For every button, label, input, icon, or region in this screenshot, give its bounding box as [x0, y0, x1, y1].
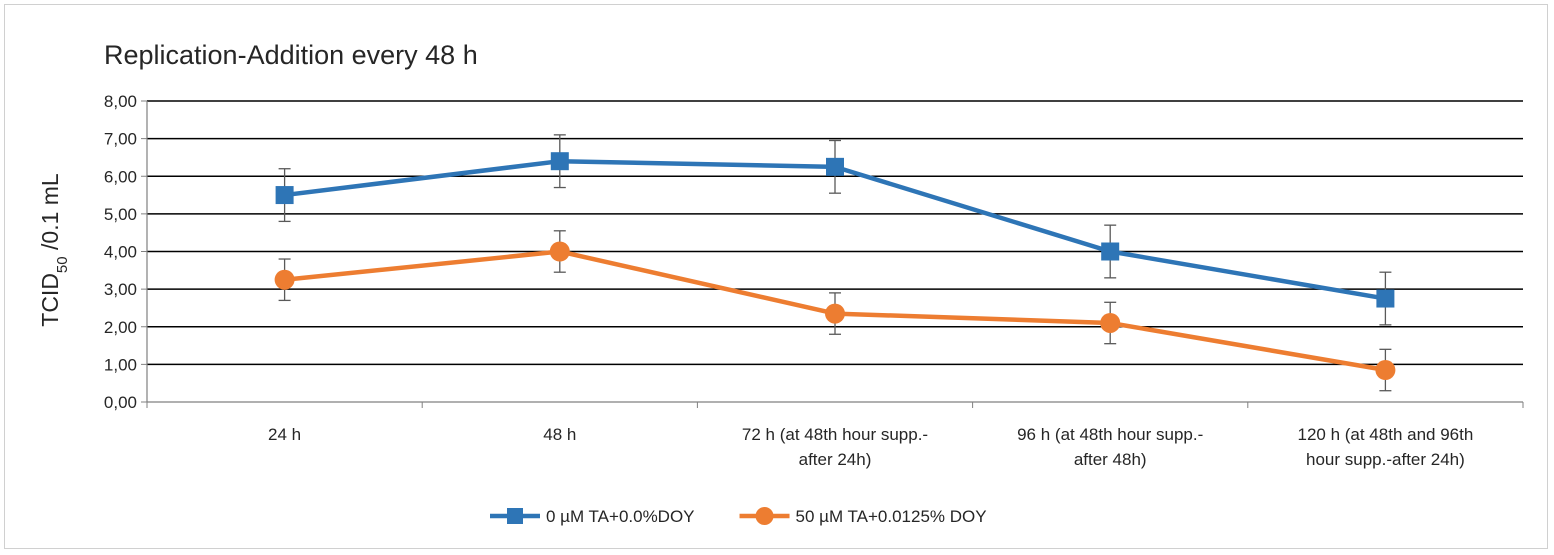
data-point — [1100, 312, 1121, 333]
series-2 — [274, 230, 1396, 392]
data-point — [825, 303, 845, 324]
data-point — [1375, 360, 1396, 381]
x-tick-label: 24 h — [268, 425, 301, 444]
legend-swatch-marker — [755, 507, 774, 525]
y-tick-label: 4,00 — [104, 243, 137, 262]
x-tick-label: 48 h — [543, 425, 576, 444]
x-tick-label: 72 h (at 48th hour supp.-after 24h) — [742, 425, 928, 469]
x-tick-label: 120 h (at 48th and 96th hour supp.-after … — [1297, 425, 1473, 469]
x-tick-label: 96 h (at 48th hour supp.-after 48h) — [1017, 425, 1203, 469]
y-tick-label: 1,00 — [104, 355, 137, 374]
y-tick-label: 6,00 — [104, 167, 137, 186]
series-1 — [275, 134, 1395, 326]
legend-item-1: 0 µM TA+0.0%DOY — [490, 507, 695, 526]
series-group — [274, 134, 1396, 392]
legend-item-2: 50 µM TA+0.0125% DOY — [739, 507, 987, 526]
legend-swatch-marker — [507, 508, 523, 524]
y-tick-label: 3,00 — [104, 280, 137, 299]
legend: 0 µM TA+0.0%DOY 50 µM TA+0.0125% DOY — [490, 507, 987, 526]
chart-frame — [4, 4, 1548, 549]
legend-label: 50 µM TA+0.0125% DOY — [796, 507, 987, 526]
y-tick-label: 0,00 — [104, 393, 137, 412]
x-tick-labels: 24 h 48 h 72 h (at 48th hour supp.-after 2… — [268, 425, 1473, 469]
y-tick-label: 7,00 — [104, 130, 137, 149]
y-tick-label: 5,00 — [104, 205, 137, 224]
chart-title: Replication-Addition every 48 h — [104, 40, 478, 70]
legend-label: 0 µM TA+0.0%DOY — [546, 507, 695, 526]
data-point — [549, 241, 570, 262]
y-tick-label: 2,00 — [104, 318, 137, 337]
data-point — [1101, 242, 1120, 261]
data-point — [826, 157, 844, 176]
gridlines — [141, 100, 1524, 408]
y-tick-label: 8,00 — [104, 92, 137, 111]
data-point — [274, 269, 295, 290]
data-point — [275, 186, 294, 205]
data-point — [1376, 289, 1395, 308]
y-axis-label: TCID50 /0.1 mL — [37, 173, 71, 327]
y-tick-labels: 0,00 1,00 2,00 3,00 4,00 5,00 6,00 7,00 8,00 — [104, 92, 137, 412]
data-point — [550, 152, 569, 171]
